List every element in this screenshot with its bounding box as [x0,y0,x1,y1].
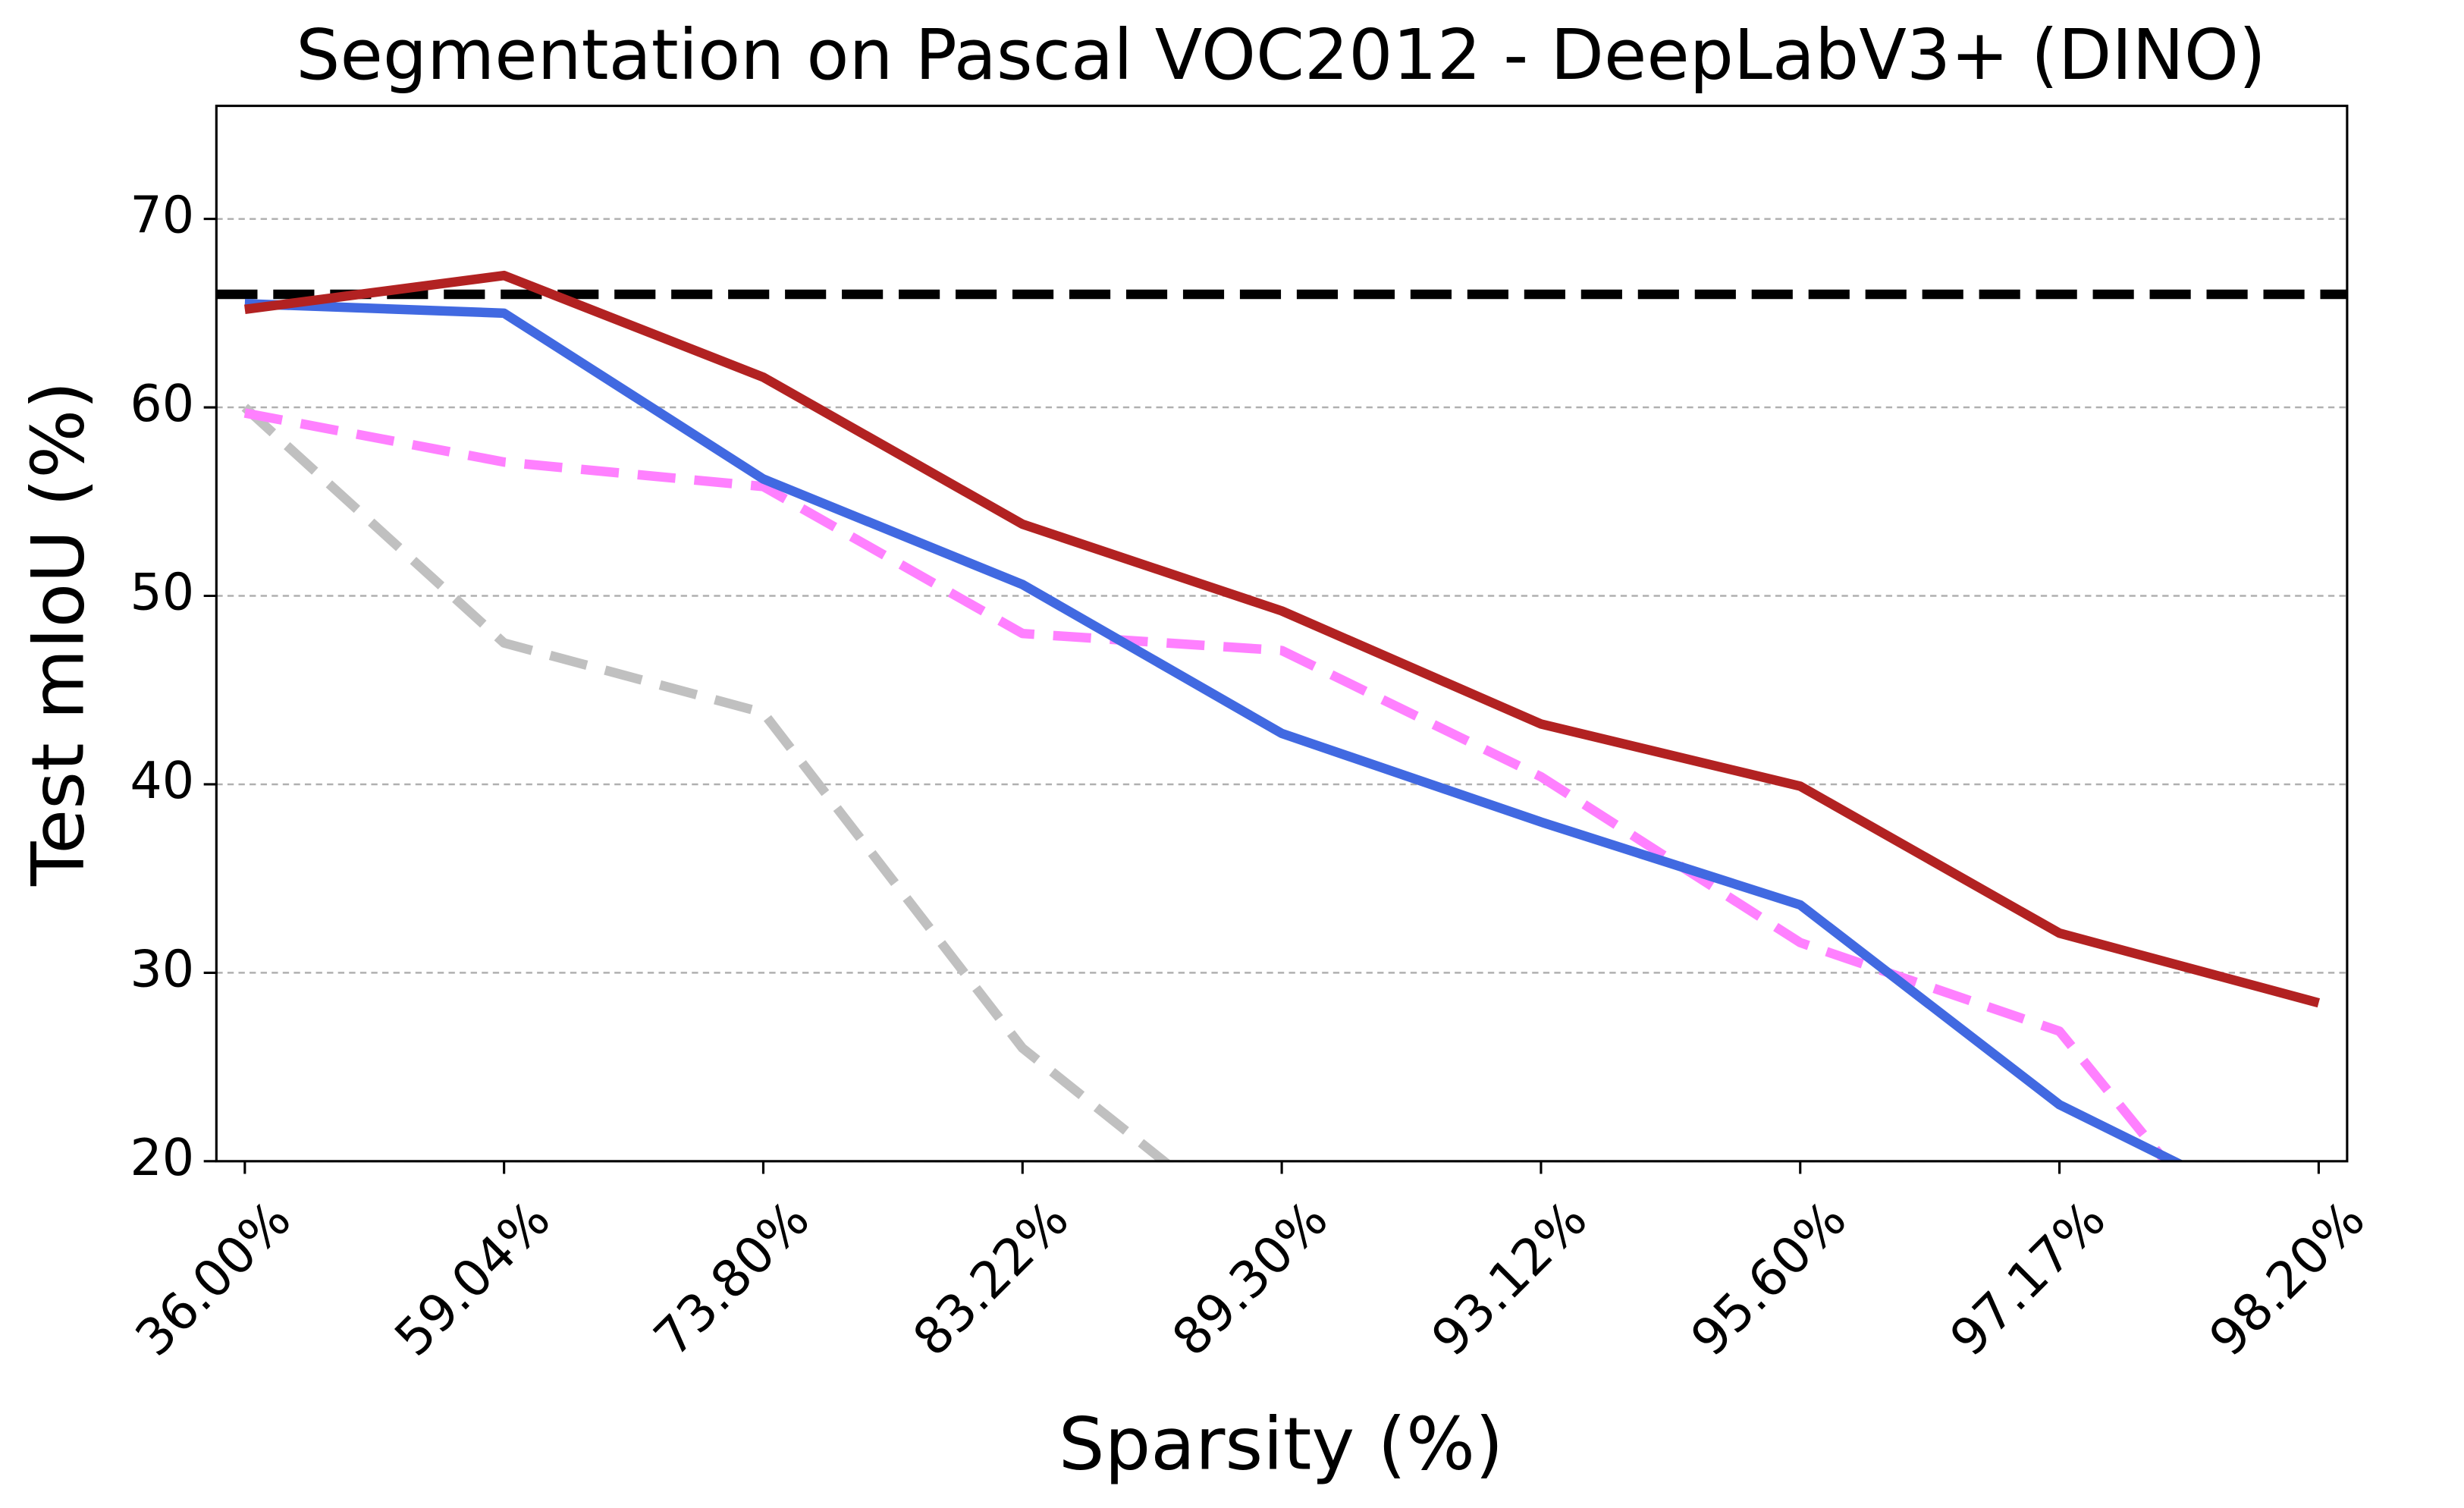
x-tick-label: 36.00% [124,1189,303,1368]
x-tick-label: 73.80% [642,1189,821,1368]
x-tick-label: 95.60% [1679,1189,1857,1368]
x-tick-label: 97.17% [1938,1189,2117,1368]
x-tick-label: 59.04% [383,1189,561,1368]
x-tick-label: 89.30% [1161,1189,1339,1368]
series-line [243,408,2172,1161]
y-tick-label: 70 [130,186,194,245]
series-line [244,299,2185,1161]
chart-title: Segmentation on Pascal VOC2012 - DeepLab… [296,14,2266,96]
axes: 20 30 40 50 60 70 36.00% 59.04% 73.80% 83.22% 89.3… [124,186,2376,1368]
y-tick-label: 40 [130,751,194,810]
series-line [241,404,1172,1161]
x-tick-label: 93.12% [1420,1189,1599,1368]
y-tick-label: 60 [130,374,194,433]
y-tick-label: 30 [130,939,194,998]
grid [216,218,2347,1163]
x-axis-label: Sparsity (%) [1059,1401,1504,1486]
y-tick-label: 20 [130,1128,194,1187]
plot-lines [216,270,2347,1161]
y-axis-label: Test mIoU (%) [16,381,101,887]
x-tick-label: 98.20% [2198,1189,2376,1368]
x-tick-label: 83.22% [902,1189,1080,1368]
y-tick-label: 50 [130,563,194,622]
series-line [244,270,2321,1008]
plot-frame [215,104,2349,1163]
